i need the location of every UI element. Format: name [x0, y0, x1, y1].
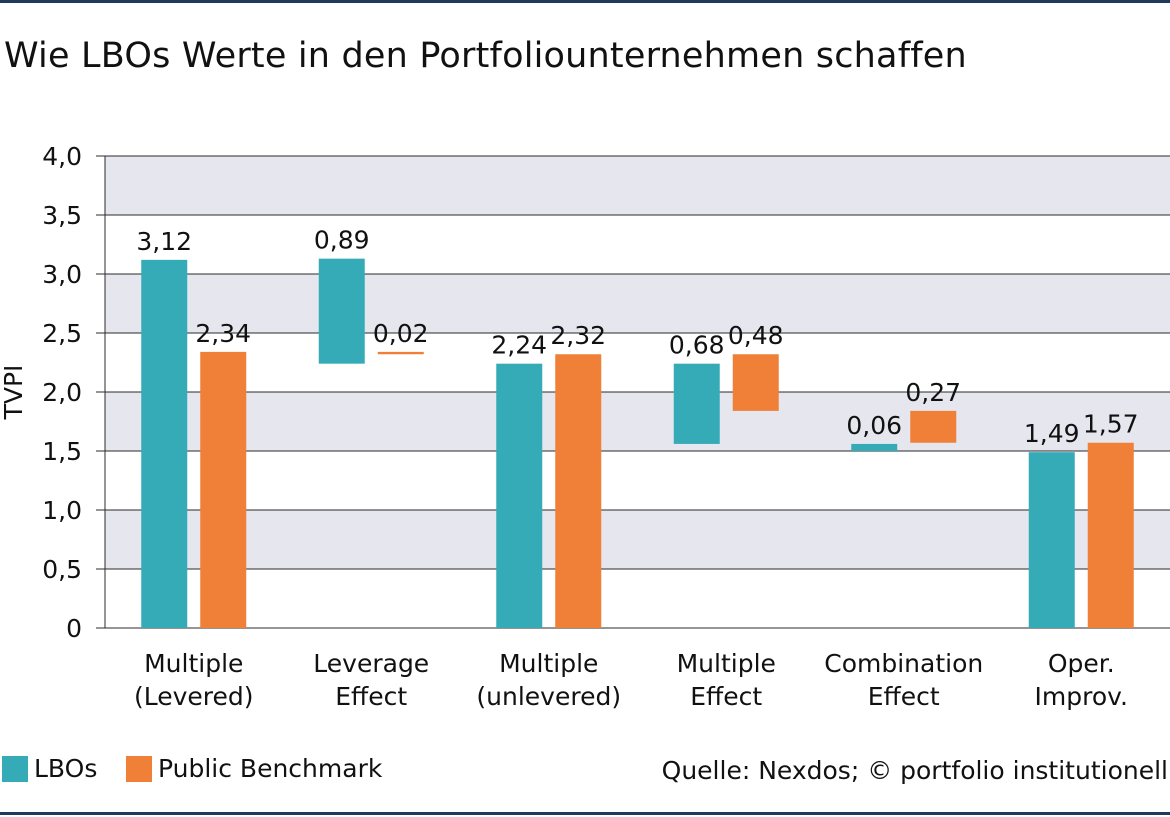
lbo-bar	[851, 443, 898, 451]
lbo-bar	[1028, 452, 1075, 628]
lbo-value-label: 0,89	[314, 226, 370, 255]
category-label: Effect	[335, 682, 407, 711]
y-axis-title: TVPI	[0, 365, 28, 421]
benchmark-bar	[555, 354, 602, 628]
legend-swatch-benchmark	[126, 755, 152, 782]
grid-band	[105, 274, 1170, 333]
y-tick-label: 4,0	[42, 142, 82, 171]
y-tick-label: 0,5	[42, 555, 82, 584]
y-tick-label: 0	[66, 614, 82, 643]
benchmark-value-label: 0,02	[373, 319, 429, 348]
legend-item-lbos: LBOs	[2, 754, 97, 783]
legend-swatch-lbos	[2, 755, 28, 782]
y-tick-label: 1,0	[42, 496, 82, 525]
category-label: Effect	[868, 682, 940, 711]
benchmark-bar	[1087, 442, 1134, 628]
lbo-bar	[318, 258, 365, 364]
legend-label-benchmark: Public Benchmark	[158, 754, 383, 783]
top-rule	[0, 0, 1170, 3]
category-label: Leverage	[313, 649, 429, 678]
lbo-value-label: 3,12	[136, 227, 192, 256]
lbo-value-label: 2,24	[491, 331, 547, 360]
grid-band	[105, 510, 1170, 569]
category-label: Multiple	[677, 649, 776, 678]
y-tick-label: 2,5	[42, 319, 82, 348]
category-label: (unlevered)	[476, 682, 621, 711]
legend-label-lbos: LBOs	[34, 754, 98, 783]
source-note: Quelle: Nexdos; © portfolio institutione…	[661, 756, 1168, 785]
category-label: Improv.	[1035, 682, 1128, 711]
benchmark-bar	[732, 354, 779, 411]
y-tick-label: 2,0	[42, 378, 82, 407]
category-label: Oper.	[1048, 649, 1115, 678]
lbo-value-label: 0,06	[846, 411, 902, 440]
chart-title: Wie LBOs Werte in den Portfoliounternehm…	[4, 36, 967, 76]
lbo-bar	[141, 259, 188, 628]
grid-band	[105, 156, 1170, 215]
benchmark-value-label: 2,34	[195, 319, 251, 348]
benchmark-value-label: 0,48	[728, 321, 784, 350]
lbo-bar	[496, 363, 543, 628]
grid-band	[105, 392, 1170, 451]
category-label: Combination	[824, 649, 983, 678]
y-tick-label: 3,0	[42, 260, 82, 289]
benchmark-value-label: 0,27	[905, 378, 961, 407]
benchmark-bar	[377, 351, 424, 355]
benchmark-value-label: 1,57	[1083, 410, 1139, 439]
lbo-bar	[673, 363, 720, 444]
lbo-value-label: 1,49	[1024, 419, 1080, 448]
category-label: (Levered)	[134, 682, 254, 711]
category-label: Multiple	[499, 649, 598, 678]
benchmark-bar	[200, 351, 247, 628]
legend-item-benchmark: Public Benchmark	[126, 754, 382, 783]
y-tick-label: 1,5	[42, 437, 82, 466]
benchmark-value-label: 2,32	[550, 321, 606, 350]
bottom-rule	[0, 812, 1170, 815]
y-tick-label: 3,5	[42, 201, 82, 230]
benchmark-bar	[910, 410, 957, 443]
category-label: Multiple	[144, 649, 243, 678]
category-label: Effect	[690, 682, 762, 711]
lbo-value-label: 0,68	[669, 331, 725, 360]
